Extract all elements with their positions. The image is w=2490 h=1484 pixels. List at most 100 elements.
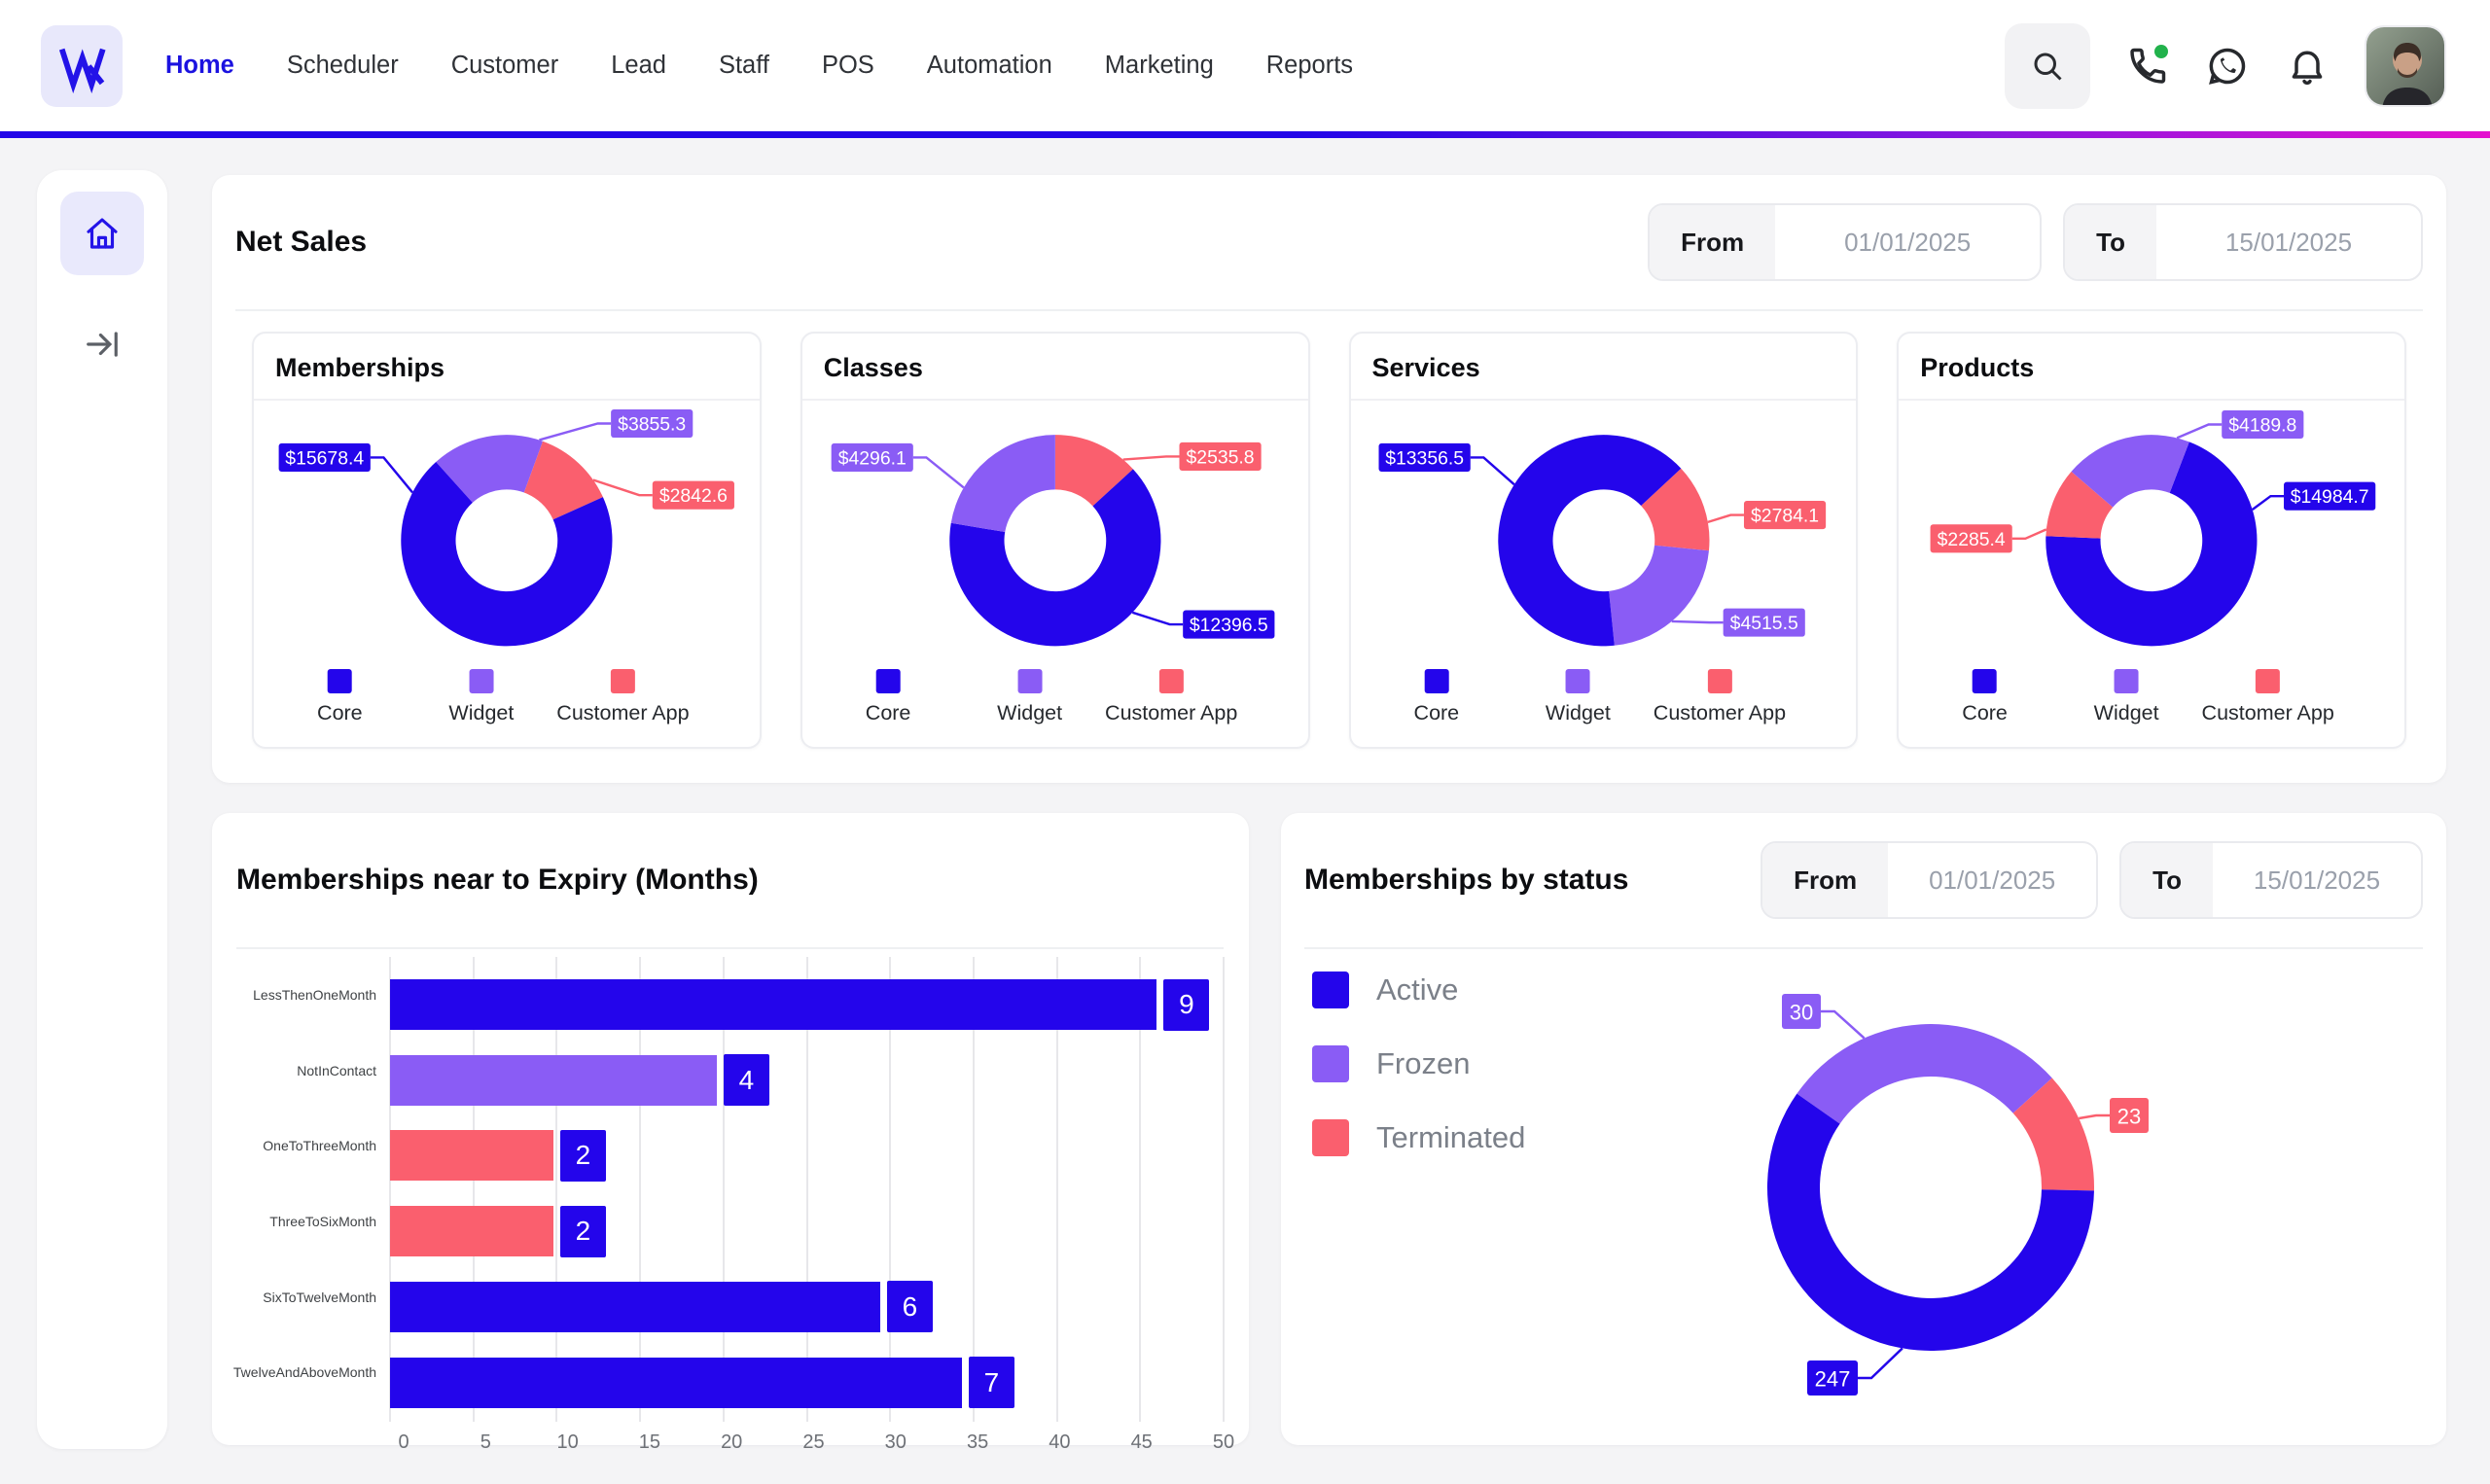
slice-value-box-terminated [2110, 1098, 2149, 1133]
nav-item-home[interactable]: Home [165, 52, 234, 79]
donut-slice-widget[interactable] [1608, 545, 1709, 646]
legend-label: Widget [997, 701, 1063, 724]
bell-glyph [2292, 51, 2323, 85]
status-donut-chart: 30 23 247 [1767, 994, 2149, 1396]
bar-category-notincontact: NotInContact [297, 1062, 376, 1078]
nav-item-reports[interactable]: Reports [1265, 52, 1354, 79]
donut-slice-widget[interactable] [2071, 435, 2190, 508]
label-connector [370, 456, 414, 494]
label-connector [1858, 1347, 1903, 1380]
search-button[interactable] [2005, 22, 2090, 109]
gridline [972, 957, 975, 1422]
home-icon [87, 218, 118, 249]
nav-item-automation[interactable]: Automation [926, 52, 1052, 79]
expiry-card: Memberships near to Expiry (Months) Less… [212, 813, 1249, 1453]
from-date-field[interactable]: 01/01/2025 [1929, 865, 2056, 895]
search-icon [2034, 53, 2062, 81]
donut-slice-core[interactable] [949, 469, 1161, 647]
bar-lessthenonemonth[interactable] [390, 979, 1157, 1030]
status-body: Active Frozen Terminated 30 23 247 [1304, 949, 2423, 1443]
donut-slice-customer-app[interactable] [1640, 468, 1709, 551]
label-connector [1122, 455, 1180, 461]
donut-slice-core[interactable] [401, 462, 613, 647]
x-tick-25: 25 [802, 1431, 825, 1453]
donut-slice-customer-app[interactable] [1054, 435, 1133, 507]
donut-slice-core[interactable] [1497, 435, 1681, 647]
app-logo[interactable] [41, 24, 123, 107]
x-tick-0: 0 [398, 1431, 409, 1453]
whatsapp-glyph [2209, 48, 2246, 85]
nav-item-staff[interactable]: Staff [718, 52, 769, 79]
slice-value-label: 30 [1790, 1001, 1813, 1025]
bar-row-twelveandabovemonth: 7 [390, 1357, 1224, 1408]
legend-item-core: Core [317, 669, 363, 725]
donut-slice-core[interactable] [2045, 442, 2258, 647]
chart-legend: Core Widget Customer App [254, 665, 760, 747]
x-tick-30: 30 [884, 1431, 907, 1453]
net-sales-card: Net Sales From 01/01/2025 To 15/01/2025 … [212, 175, 2446, 783]
label-connector [2176, 423, 2223, 440]
legend-label: Customer App [556, 701, 690, 724]
bell-icon[interactable] [2285, 44, 2330, 88]
donut-slice-customer-app[interactable] [2045, 471, 2114, 539]
sidebar-expand-button[interactable] [84, 326, 121, 366]
nav-item-scheduler[interactable]: Scheduler [286, 52, 399, 79]
legend-item-widget: Widget [448, 669, 514, 725]
nav-item-customer[interactable]: Customer [450, 52, 559, 79]
donut-slice-frozen[interactable] [1796, 1024, 2052, 1124]
legend-label: Widget [448, 701, 515, 724]
slice-value-label: $15678.4 [285, 447, 364, 469]
bar-twelveandabovemonth[interactable] [390, 1357, 962, 1408]
avatar[interactable] [2365, 24, 2446, 107]
donut-slice-active[interactable] [1767, 1093, 2094, 1351]
bar-sixtotwelvemonth[interactable] [390, 1281, 880, 1332]
status-legend-item-active: Active [1312, 972, 1525, 1008]
legend-swatch [2114, 669, 2139, 693]
to-label: To [2065, 205, 2156, 279]
legend-swatch [1707, 669, 1732, 693]
bar-row-threetosixmonth: 2 [390, 1205, 1224, 1257]
slice-value-label: 247 [1815, 1367, 1851, 1392]
status-date-filters: From 01/01/2025 To 15/01/2025 [1761, 841, 2423, 919]
slice-value-box-widget [611, 408, 694, 439]
donut-slice-terminated[interactable] [2012, 1078, 2094, 1191]
donut-slice-widget[interactable] [950, 435, 1055, 533]
expand-arrow-icon [87, 332, 118, 357]
phone-icon[interactable] [2125, 44, 2170, 88]
status-legend-item-frozen: Frozen [1312, 1045, 1525, 1082]
whatsapp-icon[interactable] [2205, 44, 2250, 88]
x-tick-40: 40 [1049, 1431, 1071, 1453]
to-date-field[interactable]: 15/01/2025 [2224, 227, 2353, 257]
donut-slice-customer-app[interactable] [523, 441, 603, 520]
sidebar-item-home[interactable] [60, 192, 144, 275]
to-date-field[interactable]: 15/01/2025 [2253, 865, 2381, 895]
nav-item-marketing[interactable]: Marketing [1104, 52, 1214, 79]
donut-card-classes: Classes $4296.1 $2535.8 $12396.5 Core Widget C… [800, 332, 1310, 749]
from-date-field[interactable]: 01/01/2025 [1844, 227, 1972, 257]
donut-chart-products: $4189.8 $14984.7 $2285.4 [1930, 409, 2376, 647]
to-label: To [2121, 843, 2213, 917]
bar-category-sixtotwelvemonth: SixToTwelveMonth [263, 1289, 376, 1305]
status-from-group: From 01/01/2025 [1761, 841, 2099, 919]
bar-onetothreemonth[interactable] [390, 1130, 553, 1182]
bar-value-box: 2 [559, 1129, 606, 1182]
nav-item-pos[interactable]: POS [821, 52, 874, 79]
bar-category-lessthenonemonth: LessThenOneMonth [253, 986, 376, 1003]
gridline [722, 957, 725, 1422]
net-sales-from-group: From 01/01/2025 [1648, 203, 2043, 281]
bar-value-box: 4 [723, 1054, 769, 1107]
bar-threetosixmonth[interactable] [390, 1206, 553, 1257]
net-sales-title: Net Sales [235, 226, 368, 258]
label-connector [539, 422, 612, 442]
bar-value-box: 7 [968, 1357, 1014, 1408]
slice-value-label: 23 [2117, 1105, 2141, 1129]
bar-category-onetothreemonth: OneToThreeMonth [263, 1138, 376, 1154]
nav-item-lead[interactable]: Lead [611, 52, 666, 79]
x-tick-20: 20 [721, 1431, 743, 1453]
donut-slice-widget[interactable] [436, 435, 544, 503]
slice-value-box-core [1182, 610, 1275, 639]
legend-item-widget: Widget [997, 669, 1062, 725]
donut-chart-classes: $4296.1 $2535.8 $12396.5 [831, 435, 1275, 647]
bar-notincontact[interactable] [390, 1054, 717, 1106]
